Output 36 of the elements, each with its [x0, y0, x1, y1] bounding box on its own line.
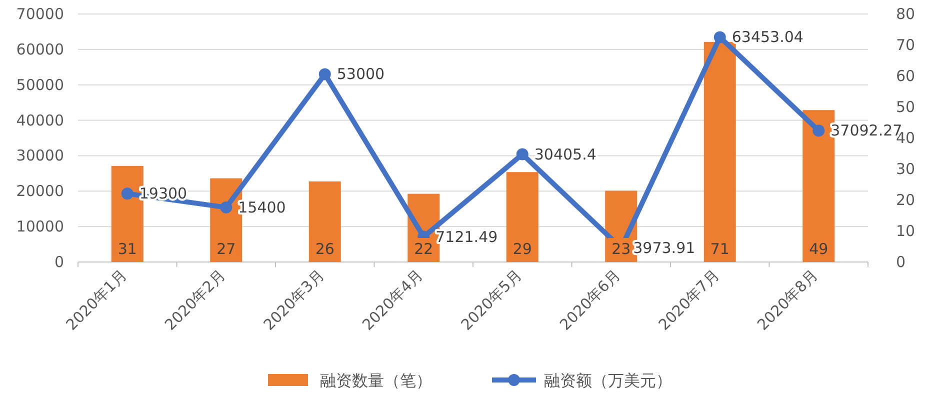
y2-tick-label: 30	[896, 160, 916, 178]
point	[318, 68, 331, 80]
y2-tick-label: 60	[896, 67, 916, 85]
legend-label: 融资数量（笔）	[320, 371, 432, 390]
y-tick-label: 0	[54, 253, 64, 271]
legend-label: 融资额（万美元）	[544, 371, 672, 390]
y2-tick-label: 0	[896, 253, 906, 271]
data-label: 53000	[336, 65, 385, 84]
y-tick-label: 10000	[16, 218, 64, 236]
data-label: 26	[315, 240, 334, 258]
y-tick-label: 50000	[16, 76, 64, 94]
y2-tick-label: 20	[896, 191, 916, 209]
y-tick-label: 40000	[16, 111, 64, 130]
data-label: 27	[216, 240, 236, 258]
y-tick-label: 30000	[16, 146, 64, 165]
y-tick-label: 60000	[16, 40, 64, 58]
y2-tick-label: 80	[896, 5, 916, 23]
data-label: 29	[512, 240, 532, 258]
point	[812, 124, 825, 137]
point	[516, 148, 528, 160]
point	[121, 188, 134, 200]
data-label: 22	[414, 240, 434, 258]
point	[714, 31, 726, 44]
data-label: 63453.04	[732, 28, 804, 46]
data-label: 49	[809, 240, 828, 258]
data-label: 71	[710, 240, 730, 258]
y-tick-label: 70000	[16, 5, 64, 23]
y2-tick-label: 50	[896, 98, 916, 116]
data-label: 23	[612, 240, 631, 258]
point	[220, 201, 232, 214]
bar	[704, 42, 736, 262]
y2-tick-label: 70	[896, 36, 916, 54]
y2-tick-label: 10	[896, 222, 916, 240]
data-label: 30405.4	[534, 145, 596, 164]
y-tick-label: 20000	[16, 182, 64, 200]
data-label: 31	[118, 240, 137, 258]
